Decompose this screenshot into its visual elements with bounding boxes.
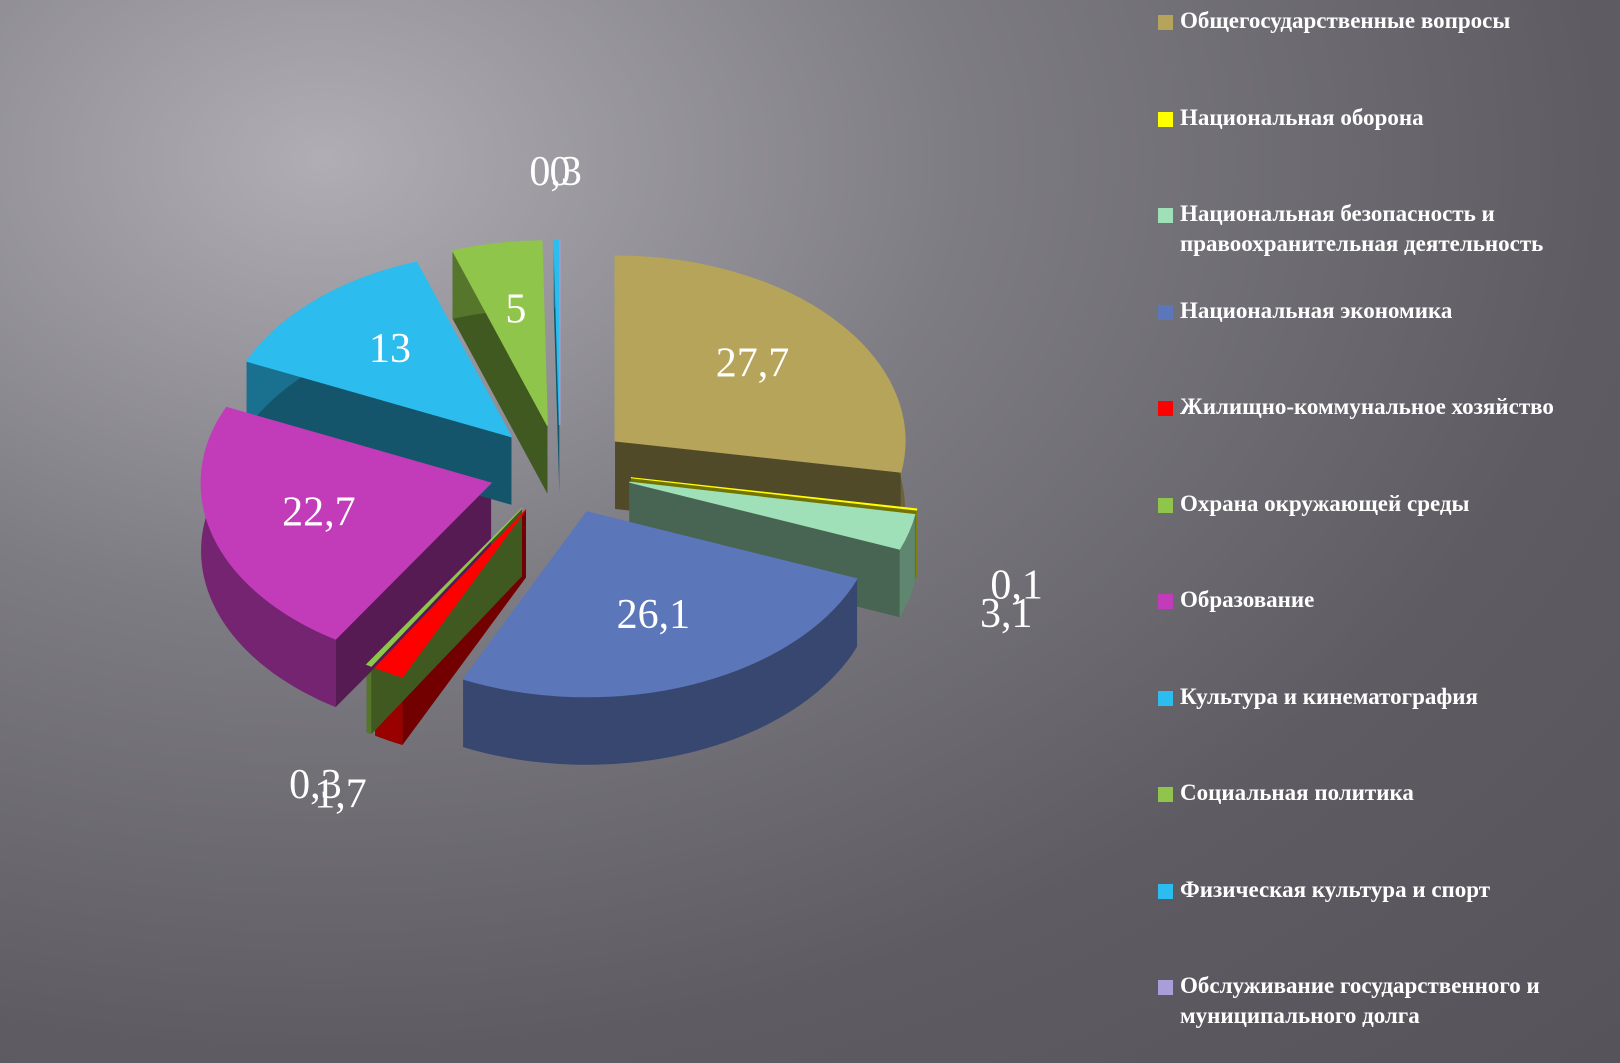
legend-label: Социальная политика <box>1180 780 1414 805</box>
pie-slice <box>365 507 523 667</box>
legend-label: Охрана окружающей среды <box>1180 490 1470 516</box>
slice-wall <box>246 361 512 505</box>
legend-label: Культура и кинематография <box>1180 683 1478 709</box>
value-label: 0,1 <box>990 562 1043 608</box>
legend-swatch <box>1158 15 1173 30</box>
legend-item: Социальная политика <box>1158 778 1618 808</box>
legend-item: Национальная оборона <box>1158 103 1618 133</box>
legend-label: Национальная безопасность и правоохранит… <box>1180 201 1544 256</box>
slice-side <box>366 664 372 735</box>
legend-item: Обслуживание государственного и муниципа… <box>1158 971 1618 1031</box>
pie-slice <box>614 255 906 473</box>
slice-side <box>463 578 858 765</box>
pie-slice <box>200 406 493 640</box>
legend-label: Физическая культура и спорт <box>1180 876 1491 902</box>
legend-swatch <box>1158 787 1173 802</box>
legend-item: Общегосударственные вопросы <box>1158 6 1618 36</box>
legend-label: Образование <box>1180 587 1315 612</box>
legend-swatch <box>1158 208 1173 223</box>
pie-slice <box>374 509 527 678</box>
slice-tops <box>200 239 918 698</box>
legend-swatch <box>1158 883 1173 899</box>
slice-side <box>201 407 336 708</box>
legend-swatch <box>1158 497 1173 513</box>
value-label: 0,3 <box>529 149 582 195</box>
value-label: 1,7 <box>314 771 367 817</box>
value-label: 3,1 <box>980 591 1033 637</box>
value-label: 5 <box>505 286 526 332</box>
legend-item: Физическая культура и спорт <box>1158 875 1618 905</box>
legend-label: Национальная оборона <box>1180 104 1424 130</box>
legend-label: Национальная экономика <box>1180 297 1453 323</box>
legend-item: Охрана окружающей среды <box>1158 489 1618 519</box>
legend-swatch <box>1158 980 1173 995</box>
legend-swatch <box>1158 594 1173 609</box>
legend-label: Обслуживание государственного и муниципа… <box>1180 973 1540 1028</box>
legend-label: Жилищно-коммунальное хозяйство <box>1180 394 1554 419</box>
legend-swatch <box>1158 401 1173 416</box>
legend-item: Образование <box>1158 585 1618 615</box>
pie-slice <box>451 240 548 426</box>
pie-slice <box>630 477 918 511</box>
legend-swatch <box>1158 111 1173 127</box>
value-label: 22,7 <box>282 490 356 536</box>
legend-item: Национальная экономика <box>1158 296 1618 326</box>
pie-slice <box>245 261 513 438</box>
legend-item: Национальная безопасность и правоохранит… <box>1158 199 1618 259</box>
legend-label: Общегосударственные вопросы <box>1180 8 1511 33</box>
slice-side <box>899 514 915 618</box>
pie-slice <box>462 511 858 698</box>
legend-item: Культура и кинематография <box>1158 682 1618 712</box>
legend-item: Жилищно-коммунальное хозяйство <box>1158 392 1618 422</box>
value-label: 27,7 <box>716 341 790 387</box>
pie-slice <box>629 481 916 550</box>
legend-swatch <box>1158 304 1173 320</box>
legend-swatch <box>1158 690 1173 706</box>
value-label: 0,3 <box>289 762 342 808</box>
pie-slice <box>553 239 560 426</box>
value-label: 13 <box>369 326 411 372</box>
value-label: 26,1 <box>617 592 691 638</box>
value-label: 0 <box>550 149 571 195</box>
